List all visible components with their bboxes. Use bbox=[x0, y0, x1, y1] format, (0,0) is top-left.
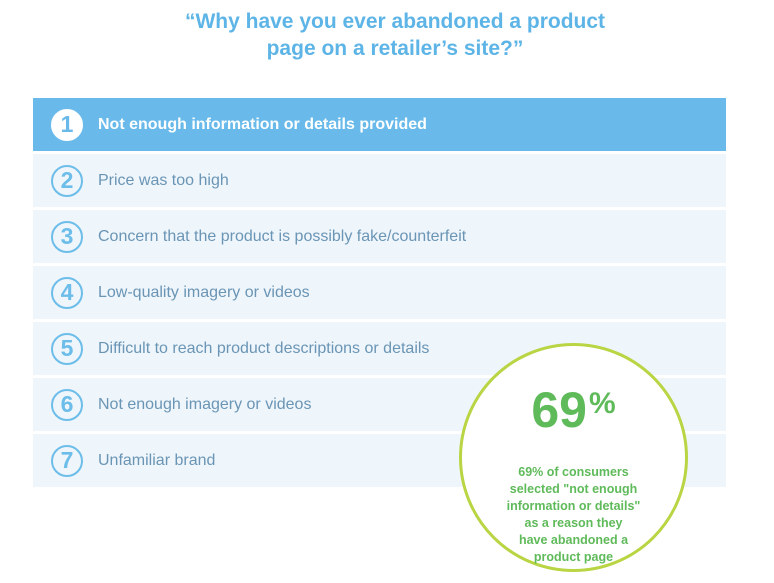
stat-description: 69% of consumers selected "not enough in… bbox=[494, 464, 654, 566]
reason-label: Not enough imagery or videos bbox=[98, 395, 312, 413]
stat-description-line: information or details" bbox=[506, 499, 641, 513]
reason-label: Unfamiliar brand bbox=[98, 451, 216, 469]
title-line-2: page on a retailer’s site?” bbox=[266, 37, 524, 60]
stat-description-line: have abandoned a bbox=[518, 533, 629, 547]
stat-callout: 69% 69% of consumers selected "not enoug… bbox=[459, 343, 688, 572]
reason-row-4: 4 Low-quality imagery or videos bbox=[33, 266, 726, 319]
number-circle-icon: 1 bbox=[51, 108, 83, 141]
reasons-list: 1 Not enough information or details prov… bbox=[33, 98, 726, 490]
number-circle-icon: 4 bbox=[51, 276, 83, 309]
number-circle-icon: 2 bbox=[51, 164, 83, 197]
stat-description-line: as a reason they bbox=[524, 516, 623, 530]
page-title: “Why have you ever abandoned a product p… bbox=[0, 8, 774, 62]
reason-label: Not enough information or details provid… bbox=[98, 115, 427, 133]
number-circle-icon: 6 bbox=[51, 388, 83, 421]
stat-percent-value: 69 bbox=[531, 382, 587, 438]
title-line-1: “Why have you ever abandoned a product bbox=[184, 10, 606, 33]
reason-label: Price was too high bbox=[98, 171, 229, 189]
stat-description-line: product page bbox=[533, 550, 614, 564]
stat-percent: 69% bbox=[462, 377, 685, 450]
stat-description-line: 69% of consumers bbox=[518, 465, 629, 479]
stat-description-line: selected "not enough bbox=[509, 482, 638, 496]
stat-percent-sign: % bbox=[588, 387, 616, 420]
reason-label: Difficult to reach product descriptions … bbox=[98, 339, 430, 357]
reason-row-1: 1 Not enough information or details prov… bbox=[33, 98, 726, 151]
reason-row-3: 3 Concern that the product is possibly f… bbox=[33, 210, 726, 263]
reason-label: Concern that the product is possibly fak… bbox=[98, 227, 467, 245]
number-circle-icon: 7 bbox=[51, 444, 83, 477]
reason-row-2: 2 Price was too high bbox=[33, 154, 726, 207]
number-circle-icon: 3 bbox=[51, 220, 83, 253]
number-circle-icon: 5 bbox=[51, 332, 83, 365]
reason-label: Low-quality imagery or videos bbox=[98, 283, 310, 301]
